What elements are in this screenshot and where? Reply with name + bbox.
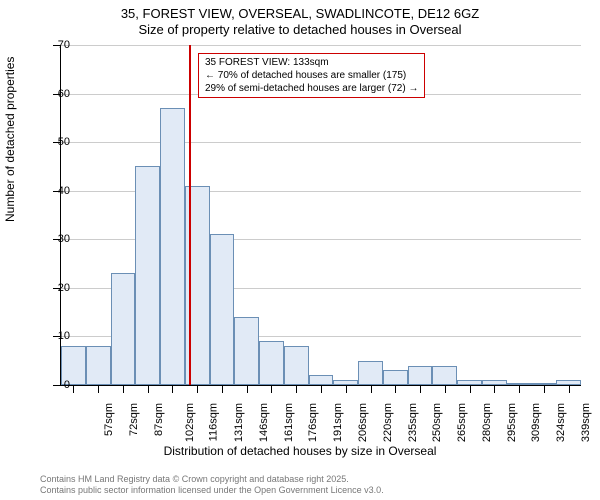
x-tick xyxy=(519,386,520,393)
reference-line xyxy=(189,45,191,385)
x-tick xyxy=(494,386,495,393)
x-tick xyxy=(123,386,124,393)
histogram-bar xyxy=(135,166,160,385)
annotation-line2: ← 70% of detached houses are smaller (17… xyxy=(205,69,418,82)
x-tick xyxy=(296,386,297,393)
histogram-bar xyxy=(160,108,185,385)
x-tick xyxy=(73,386,74,393)
x-tick-label: 220sqm xyxy=(382,403,394,442)
y-tick-label: 10 xyxy=(58,330,70,342)
histogram-bar xyxy=(210,234,235,385)
footer-line1: Contains HM Land Registry data © Crown c… xyxy=(40,474,384,485)
x-tick xyxy=(271,386,272,393)
y-tick-label: 20 xyxy=(58,282,70,294)
histogram-bar xyxy=(457,380,482,385)
x-tick-label: 116sqm xyxy=(208,403,220,441)
gridline xyxy=(61,45,581,46)
x-tick-label: 72sqm xyxy=(128,403,140,436)
histogram-bar xyxy=(234,317,259,385)
x-tick-label: 250sqm xyxy=(431,403,443,442)
histogram-bar xyxy=(383,370,408,385)
x-tick xyxy=(395,386,396,393)
histogram-bar xyxy=(358,361,383,385)
x-tick-label: 191sqm xyxy=(332,403,344,442)
footer-line2: Contains public sector information licen… xyxy=(40,485,384,496)
histogram-bar xyxy=(86,346,111,385)
x-tick xyxy=(321,386,322,393)
x-tick xyxy=(172,386,173,393)
chart-title-line1: 35, FOREST VIEW, OVERSEAL, SWADLINCOTE, … xyxy=(0,6,600,21)
x-tick-label: 57sqm xyxy=(103,403,115,436)
x-tick xyxy=(148,386,149,393)
x-tick-label: 324sqm xyxy=(555,403,567,442)
histogram-bar xyxy=(432,366,457,385)
x-tick xyxy=(569,386,570,393)
histogram-bar xyxy=(531,383,556,385)
histogram-bar xyxy=(408,366,433,385)
x-tick xyxy=(445,386,446,393)
y-tick-label: 0 xyxy=(64,379,70,391)
x-tick-label: 206sqm xyxy=(357,403,369,442)
x-tick-label: 161sqm xyxy=(283,403,295,442)
x-tick-label: 265sqm xyxy=(456,403,468,442)
y-axis-title: Number of detached properties xyxy=(3,57,17,222)
histogram-bar xyxy=(309,375,334,385)
annotation-line1: 35 FOREST VIEW: 133sqm xyxy=(205,56,418,69)
y-tick xyxy=(53,385,60,386)
x-tick-label: 235sqm xyxy=(407,403,419,442)
plot-area: 35 FOREST VIEW: 133sqm← 70% of detached … xyxy=(60,45,581,386)
x-tick-label: 339sqm xyxy=(580,403,592,442)
x-tick xyxy=(371,386,372,393)
histogram-bar xyxy=(111,273,136,385)
x-tick-label: 102sqm xyxy=(184,403,196,442)
histogram-bar xyxy=(556,380,581,385)
x-tick-label: 146sqm xyxy=(258,403,270,442)
y-tick-label: 60 xyxy=(58,88,70,100)
y-tick-label: 50 xyxy=(58,136,70,148)
x-tick-label: 131sqm xyxy=(233,403,245,442)
x-tick-label: 280sqm xyxy=(481,403,493,442)
histogram-bar xyxy=(333,380,358,385)
x-tick xyxy=(420,386,421,393)
y-tick-label: 40 xyxy=(58,185,70,197)
x-tick xyxy=(197,386,198,393)
x-tick xyxy=(544,386,545,393)
histogram-bar xyxy=(284,346,309,385)
annotation-line3: 29% of semi-detached houses are larger (… xyxy=(205,82,418,95)
x-tick xyxy=(98,386,99,393)
chart-title-line2: Size of property relative to detached ho… xyxy=(0,22,600,37)
x-tick xyxy=(222,386,223,393)
x-tick-label: 295sqm xyxy=(506,403,518,442)
y-tick-label: 30 xyxy=(58,233,70,245)
histogram-bar xyxy=(482,380,507,385)
histogram-bar xyxy=(507,383,532,385)
annotation-box: 35 FOREST VIEW: 133sqm← 70% of detached … xyxy=(198,53,425,98)
footer-attribution: Contains HM Land Registry data © Crown c… xyxy=(40,474,384,496)
x-tick-label: 87sqm xyxy=(153,403,165,436)
x-tick xyxy=(470,386,471,393)
y-tick-label: 70 xyxy=(58,39,70,51)
x-tick-label: 176sqm xyxy=(308,403,320,442)
histogram-bar xyxy=(259,341,284,385)
x-tick xyxy=(346,386,347,393)
x-tick xyxy=(247,386,248,393)
x-tick-label: 309sqm xyxy=(530,403,542,442)
x-axis-title: Distribution of detached houses by size … xyxy=(0,444,600,458)
gridline xyxy=(61,142,581,143)
